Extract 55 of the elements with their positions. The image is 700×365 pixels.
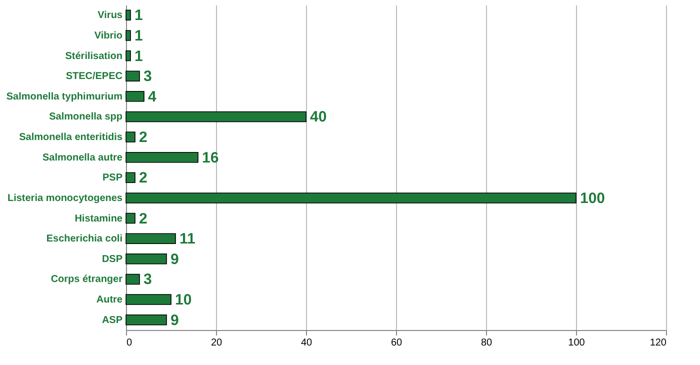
bar	[126, 30, 131, 41]
bar	[126, 254, 167, 264]
x-tick-label: 0	[126, 338, 132, 348]
data-label: 2	[139, 170, 148, 187]
data-label: 1	[134, 27, 143, 44]
bar	[126, 294, 172, 305]
y-tick-label: Listeria monocytogenes	[7, 192, 123, 204]
y-tick-label: Salmonella typhimurium	[6, 91, 123, 102]
data-label: 100	[580, 190, 606, 207]
x-tick-label: 120	[650, 338, 667, 348]
bar	[126, 212, 136, 224]
bar	[126, 274, 140, 285]
y-tick-label: Histamine	[74, 213, 123, 224]
x-tick-label: 20	[210, 338, 222, 348]
data-label: 3	[144, 271, 152, 288]
bar	[126, 132, 136, 142]
bar	[126, 111, 306, 122]
y-tick-label: Salmonella spp	[49, 112, 122, 123]
bar	[126, 172, 136, 184]
bar	[126, 50, 131, 62]
data-label: 9	[170, 250, 179, 268]
y-tick-label: PSP	[102, 172, 123, 184]
y-tick-label: Corps étranger	[50, 274, 123, 286]
y-tick-label: Autre	[96, 294, 123, 306]
bar	[126, 10, 131, 21]
data-label: 1	[134, 48, 143, 65]
bar	[126, 70, 140, 82]
x-tick-label: 80	[480, 338, 492, 348]
data-label: 3	[144, 68, 152, 86]
x-tick-label: 60	[390, 338, 402, 348]
data-label: 2	[139, 129, 148, 146]
bar	[126, 152, 198, 163]
data-label: 11	[180, 230, 196, 248]
y-tick-label: STEC/EPEC	[66, 71, 122, 82]
y-tick-label: ASP	[102, 314, 123, 326]
y-tick-label: Vibrio	[94, 30, 122, 42]
data-label: 4	[148, 88, 157, 106]
data-label: 1	[134, 7, 143, 24]
x-tick-label: 100	[568, 338, 586, 348]
data-label: 40	[310, 108, 327, 126]
bar	[126, 314, 167, 326]
data-label: 10	[175, 292, 192, 309]
bar	[126, 233, 176, 244]
data-label: 9	[170, 312, 179, 329]
y-tick-label: Stérilisation	[65, 50, 122, 62]
data-label: 2	[139, 210, 148, 228]
data-label: 16	[202, 149, 219, 166]
y-tick-label: Virus	[98, 10, 123, 22]
y-tick-label: Salmonella enteritidis	[19, 132, 123, 144]
x-tick-label: 40	[300, 338, 312, 348]
y-tick-label: DSP	[102, 254, 123, 265]
bar	[126, 91, 144, 102]
y-tick-label: Escherichia coli	[46, 234, 123, 245]
y-tick-label: Salmonella autre	[42, 152, 123, 164]
bar	[126, 192, 576, 204]
